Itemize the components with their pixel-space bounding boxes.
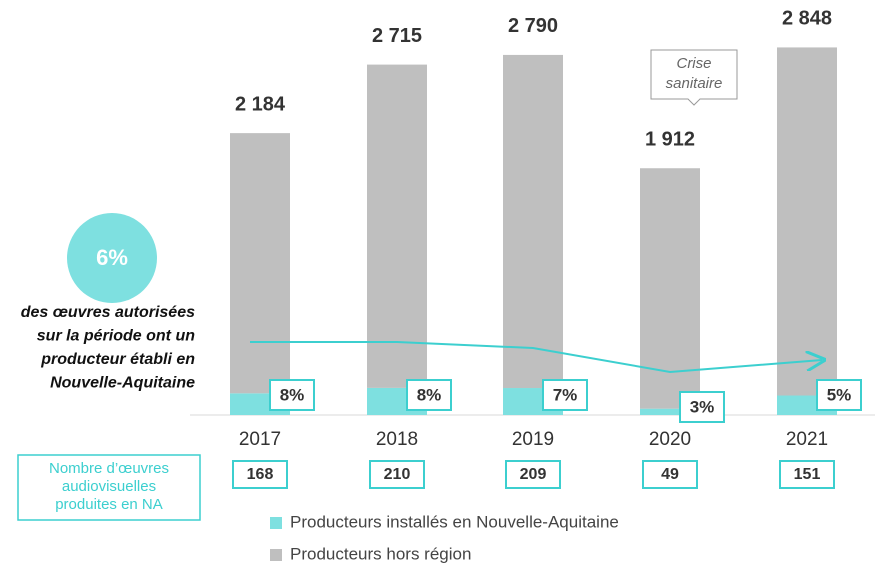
share-box [542,379,588,411]
bar-segment [640,408,700,415]
x-tick-label: 2021 [786,429,828,450]
bar-segment [503,54,563,389]
count-label: 49 [661,466,679,483]
count-box [779,460,835,489]
total-label: 2 848 [782,8,832,30]
share-label: 8% [417,385,442,404]
highlight-text: Nouvelle-Aquitaine [50,375,195,392]
legend-swatch [270,549,282,561]
share-box [816,379,862,411]
x-tick-label: 2018 [376,429,418,450]
annotation: Crise [676,55,711,72]
total-label: 1 912 [645,129,695,151]
count-box [642,460,698,489]
total-label: 2 184 [235,93,286,115]
share-box [406,379,452,411]
total-label: 2 790 [508,15,558,37]
count-label: 151 [794,466,821,483]
bar-segment [230,133,290,394]
bar-segment [777,47,837,396]
total-label: 2 715 [372,25,422,47]
legend-swatch [270,517,282,529]
count-box [369,460,425,489]
share-box [679,391,725,423]
annotation-box [650,49,738,106]
share-label: 3% [690,397,715,416]
count-label: 209 [520,466,547,483]
share-label: 7% [553,385,578,404]
legend-label: Producteurs installés en Nouvelle-Aquita… [290,512,619,531]
x-tick-label: 2020 [649,429,691,450]
caption-text: Nombre d’œuvres [49,460,169,477]
caption-text: produites en NA [55,496,163,513]
highlight-text: producteur établi en [40,351,195,368]
share-label: 5% [827,385,852,404]
highlight-value: 6% [96,245,128,270]
share-label: 8% [280,385,305,404]
x-tick-label: 2017 [239,429,281,450]
bar-segment [367,64,427,388]
count-label: 168 [247,466,274,483]
count-box [232,460,288,489]
x-tick-label: 2019 [512,429,554,450]
highlight-text: sur la période ont un [37,328,195,345]
legend-label: Producteurs hors région [290,544,471,563]
caption-box [17,454,201,521]
share-box [269,379,315,411]
share-line [250,341,822,374]
caption-text: audiovisuelles [62,478,156,495]
annotation: sanitaire [666,75,723,92]
count-label: 210 [384,466,411,483]
count-box [505,460,561,489]
highlight-text: des œuvres autorisées [21,304,195,321]
highlight-circle [67,213,157,303]
